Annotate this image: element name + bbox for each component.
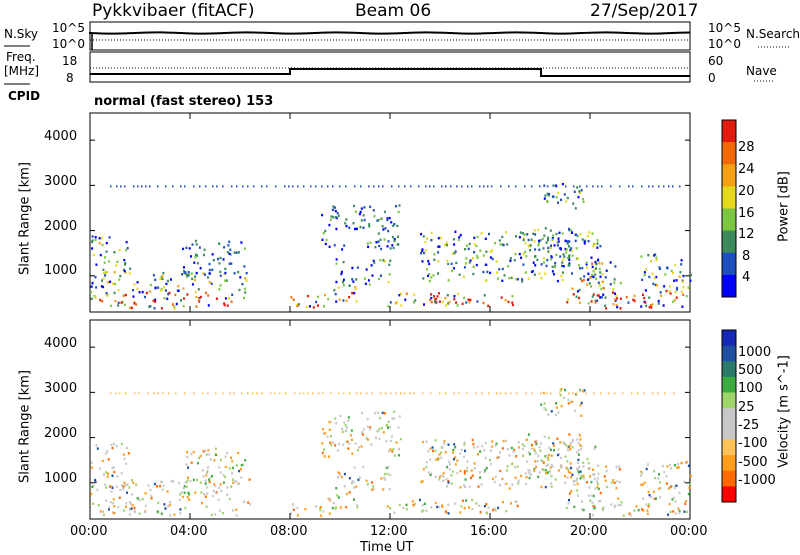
xlabel: Time UT: [360, 540, 414, 555]
velocity-colorbar-swatch: [722, 361, 736, 378]
velocity-colorbar-swatch: [722, 330, 736, 347]
vel-ytick-2000: 2000: [44, 426, 78, 441]
power-colorbar-swatch: [722, 230, 736, 254]
power-colorbar-swatch: [722, 120, 736, 143]
velocity-colorbar-swatch: [722, 345, 736, 362]
nsky-trace: [89, 31, 691, 35]
freq-tick-top: 18: [62, 54, 78, 68]
nave-label: Nave: [746, 64, 777, 78]
vel-cbar-1000: 1000: [738, 345, 772, 360]
power-colorbar-swatch: [722, 164, 736, 187]
vel-cbar-100: 100: [738, 381, 763, 396]
power-colorbar-swatch: [722, 252, 736, 276]
velocity-heatmap: [89, 319, 692, 520]
vel-cbar-neg100: -100: [738, 436, 768, 451]
power-colorbar-swatch: [722, 142, 736, 165]
nsearch-tick-top: 10^5: [708, 21, 741, 35]
power-cbar-16: 16: [738, 206, 755, 221]
nsky-tick-top: 10^5: [52, 21, 85, 35]
xtick-0800: 08:00: [270, 524, 308, 539]
velocity-colorbar-swatch: [722, 470, 736, 487]
xtick-2000: 20:00: [570, 524, 608, 539]
xtick-2400: 00:00: [670, 524, 708, 539]
power-ytick-4000: 4000: [44, 129, 78, 144]
power-cbar-20: 20: [738, 184, 755, 199]
station-title: Pykkvibaer (fitACF): [92, 1, 255, 21]
vel-ytick-3000: 3000: [44, 381, 78, 396]
power-colorbar-swatch: [722, 208, 736, 232]
freq-panel-frame: [89, 51, 691, 83]
xtick-1600: 16:00: [470, 524, 508, 539]
power-cbar-24: 24: [738, 162, 755, 177]
xtick-0400: 04:00: [170, 524, 208, 539]
velocity-colorbar-swatch: [722, 408, 736, 425]
freq-tick-bottom: 8: [66, 71, 74, 85]
velocity-colorbar-swatch: [722, 439, 736, 456]
vel-cbar-500: 500: [738, 363, 763, 378]
status-panels: [4, 21, 790, 85]
power-ytick-1000: 1000: [44, 263, 78, 278]
freq-label-2: [MHz]: [4, 64, 40, 78]
power-cbar-12: 12: [738, 227, 755, 242]
nsearch-tick-bottom: 10^0: [708, 37, 741, 51]
nave-tick-bottom: 0: [708, 71, 716, 85]
power-colorbar: [721, 119, 737, 298]
nsearch-label: N.Search: [746, 27, 800, 41]
date-title: 27/Sep/2017: [590, 1, 699, 21]
panel-frame: [89, 319, 691, 520]
velocity-colorbar: [721, 329, 737, 503]
xtick-0000: 00:00: [70, 524, 108, 539]
power-ytick-3000: 3000: [44, 174, 78, 189]
power-cbar-8: 8: [742, 249, 751, 264]
power-cbar-4: 4: [742, 270, 751, 285]
vel-ytick-4000: 4000: [44, 336, 78, 351]
nave-tick-top: 60: [708, 54, 724, 68]
nsky-label: N.Sky: [4, 27, 39, 41]
power-colorbar-swatch: [722, 274, 736, 298]
nsky-panel-frame: [89, 21, 691, 51]
velocity-colorbar-swatch: [722, 376, 736, 393]
nsky-tick-bottom: 10^0: [52, 37, 85, 51]
xtick-1200: 12:00: [370, 524, 408, 539]
vel-cbar-neg25: -25: [738, 418, 760, 433]
velocity-colorbar-swatch: [722, 423, 736, 440]
beam-title: Beam 06: [355, 1, 432, 21]
power-heatmap: [89, 112, 692, 313]
vel-cbar-neg500: -500: [738, 455, 768, 470]
velocity-colorbar-swatch: [722, 392, 736, 409]
nave-trace: [90, 68, 690, 77]
cpid-text: normal (fast stereo) 153: [94, 94, 274, 109]
vel-ytick-1000: 1000: [44, 471, 78, 486]
power-ytick-2000: 2000: [44, 219, 78, 234]
panel-frame: [89, 112, 691, 313]
vel-cbar-neg1000: -1000: [738, 473, 776, 488]
vel-cbar-25: 25: [738, 400, 755, 415]
cpid-label: CPID: [8, 89, 41, 103]
velocity-colorbar-swatch: [722, 455, 736, 472]
power-colorbar-swatch: [722, 186, 736, 209]
power-cbar-28: 28: [738, 140, 755, 155]
velocity-colorbar-swatch: [722, 486, 736, 503]
freq-label-1: Freq.: [6, 50, 36, 64]
